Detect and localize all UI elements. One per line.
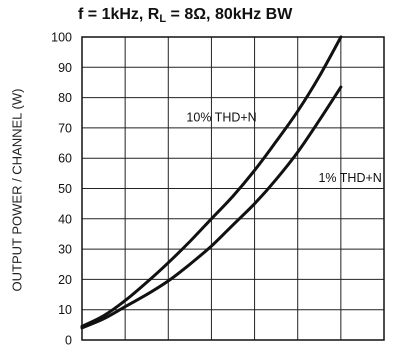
chart-title: f = 1kHz, RL = 8Ω, 80kHz BW: [78, 6, 393, 25]
y-tick-label: 0: [65, 334, 72, 347]
plot-frame: [81, 36, 385, 341]
y-tick-label: 90: [58, 61, 72, 75]
title-suffix: = 8Ω, 80kHz BW: [166, 6, 293, 23]
y-tick-label: 40: [58, 212, 72, 226]
label-10pct-thdn: 10% THD+N: [186, 110, 256, 124]
title-subscript: L: [159, 13, 167, 25]
series-line-10pct-thdn: [80, 35, 343, 328]
title-prefix: f = 1kHz, R: [78, 6, 160, 23]
y-tick-label: 20: [58, 273, 72, 287]
label-1pct-thdn: 1% THD+N: [318, 171, 381, 185]
y-tick-label: 30: [58, 243, 72, 257]
y-tick-label: 100: [51, 31, 72, 45]
series-labels: 10% THD+N 1% THD+N: [186, 110, 381, 185]
y-tick-label: 50: [58, 182, 72, 196]
y-tick-label: 80: [58, 91, 72, 105]
series-lines: [80, 35, 343, 330]
y-tick-label: 10: [58, 303, 72, 317]
y-tick-labels: 0 10 20 30 40 50 60 70 80 90 100: [51, 31, 72, 347]
series-line-1pct-thdn: [80, 85, 343, 330]
y-tick-label: 60: [58, 152, 72, 166]
grid: [82, 36, 384, 341]
y-tick-label: 70: [58, 121, 72, 135]
